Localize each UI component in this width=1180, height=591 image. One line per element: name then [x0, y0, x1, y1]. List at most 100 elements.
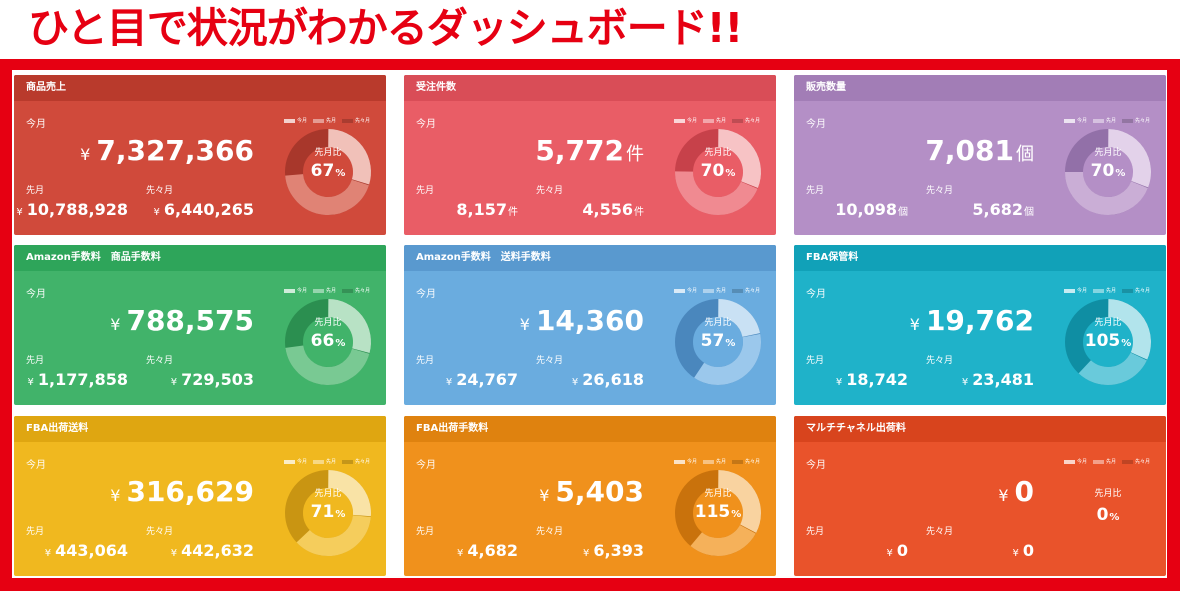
chart-legend: 今月 先月 先々月: [278, 458, 370, 465]
chart-legend: 今月 先月 先々月: [668, 458, 760, 465]
legend-label: 先々月: [354, 288, 370, 294]
ratio-value: 71%: [281, 501, 375, 526]
ratio-donut-chart: [675, 129, 761, 215]
ratio-donut-chart: [1065, 299, 1151, 385]
legend-swatch: [1121, 288, 1133, 293]
legend-label: 先々月: [1134, 288, 1150, 294]
legend-swatch: [341, 288, 353, 293]
donut-segment-previous: [1065, 171, 1148, 215]
previous-month-label: 先月: [416, 356, 435, 366]
current-value: ¥14,360: [520, 304, 644, 342]
ratio-value: 66%: [281, 330, 375, 355]
legend-label: 先々月: [354, 459, 370, 465]
unit-label: 個: [1016, 144, 1034, 165]
currency-symbol: ¥: [886, 548, 893, 559]
previous-value: 10,098個: [835, 199, 908, 224]
legend-swatch: [341, 459, 353, 464]
unit-label: 個: [898, 207, 908, 218]
previous-value-number: 443,064: [55, 541, 128, 560]
legend-swatch: [341, 118, 353, 123]
legend-swatch: [1063, 288, 1075, 293]
two-months-ago-value: ¥26,618: [572, 369, 644, 394]
ratio-number: 71: [310, 502, 335, 522]
legend-swatch: [1063, 118, 1075, 123]
percent-sign: %: [335, 168, 346, 179]
chart-legend: 今月 先月 先々月: [668, 287, 760, 294]
currency-symbol: ¥: [170, 548, 178, 559]
card-title: 商品売上: [14, 75, 386, 101]
currency-symbol: ¥: [44, 548, 52, 559]
legend-swatch: [702, 288, 714, 293]
previous-month-label: 先月: [416, 186, 435, 196]
current-value: ¥316,629: [110, 475, 254, 513]
card-title: FBA出荷手数料: [404, 416, 776, 442]
current-value-number: 5,772: [535, 134, 624, 167]
legend-label: 先月: [1105, 118, 1116, 124]
two-months-ago-value-number: 26,618: [582, 370, 644, 389]
previous-value: ¥24,767: [446, 369, 518, 394]
two-months-ago-value: 5,682個: [972, 199, 1034, 224]
currency-symbol: ¥: [519, 315, 530, 334]
ratio-number: 70: [700, 161, 725, 181]
previous-value-number: 24,767: [456, 370, 518, 389]
previous-value: ¥0: [886, 540, 908, 565]
legend-swatch: [731, 288, 743, 293]
previous-month-label: 先月: [806, 186, 825, 196]
kpi-card: FBA出荷送料 今月 今月 先月 先々月 ¥316,629 先月 先々月 ¥443,064 ¥44…: [14, 416, 386, 576]
chart-legend: 今月 先月 先々月: [668, 117, 760, 124]
current-month-label: 今月: [26, 460, 46, 471]
currency-symbol: ¥: [80, 145, 91, 164]
current-value: ¥0: [998, 475, 1034, 513]
ratio-label: 先月比: [314, 489, 342, 499]
legend-label: 今月: [686, 288, 697, 294]
current-value-number: 788,575: [126, 304, 254, 337]
legend-label: 先月: [715, 459, 726, 465]
currency-symbol: ¥: [583, 548, 590, 559]
legend-swatch: [1063, 459, 1075, 464]
previous-value-number: 18,742: [846, 370, 908, 389]
previous-value: 8,157件: [456, 199, 518, 224]
legend-swatch: [1092, 118, 1104, 123]
ratio-label: 先月比: [314, 318, 342, 328]
legend-swatch: [1121, 459, 1133, 464]
kpi-card: FBA保管料 今月 今月 先月 先々月 ¥19,762 先月 先々月 ¥18,742 ¥23,48…: [794, 245, 1166, 405]
two-months-ago-value-number: 4,556: [582, 200, 633, 219]
legend-label: 先月: [1105, 459, 1116, 465]
two-months-ago-value-number: 5,682: [972, 200, 1023, 219]
current-value: ¥19,762: [910, 304, 1034, 342]
two-months-ago-value-number: 442,632: [181, 541, 254, 560]
ratio-donut-chart: [1065, 129, 1151, 215]
two-months-ago-value-number: 23,481: [972, 370, 1034, 389]
current-value-number: 0: [1014, 475, 1034, 508]
unit-label: 件: [634, 207, 644, 218]
ratio-value: 105%: [1061, 330, 1155, 355]
two-months-ago-value-number: 0: [1022, 541, 1034, 560]
legend-label: 先月: [325, 459, 336, 465]
current-value-number: 19,762: [925, 304, 1034, 337]
previous-value: ¥4,682: [457, 540, 518, 565]
ratio-label: 先月比: [1094, 148, 1122, 158]
ratio-value: 70%: [1061, 160, 1155, 185]
legend-swatch: [673, 118, 685, 123]
ratio-label: 先月比: [1094, 318, 1122, 328]
ratio-number: 105: [1084, 331, 1121, 351]
percent-sign: %: [335, 509, 346, 520]
two-months-ago-value: ¥6,393: [583, 540, 644, 565]
donut-segment-current: [717, 129, 761, 189]
current-value-number: 14,360: [535, 304, 644, 337]
legend-swatch: [731, 118, 743, 123]
current-month-label: 今月: [416, 119, 436, 130]
currency-symbol: ¥: [457, 548, 464, 559]
legend-label: 先々月: [744, 118, 760, 124]
ratio-donut-chart: [285, 470, 371, 556]
ratio-number: 115: [694, 502, 731, 522]
current-value: ¥7,327,366: [80, 134, 254, 172]
previous-value: ¥443,064: [45, 540, 128, 565]
legend-swatch: [702, 459, 714, 464]
two-months-ago-label: 先々月: [146, 356, 174, 366]
current-month-label: 今月: [806, 289, 826, 300]
previous-value: ¥18,742: [836, 369, 908, 394]
current-value: 7,081 個: [925, 134, 1034, 172]
currency-symbol: ¥: [27, 377, 34, 388]
donut-segment-current: [1107, 299, 1151, 360]
